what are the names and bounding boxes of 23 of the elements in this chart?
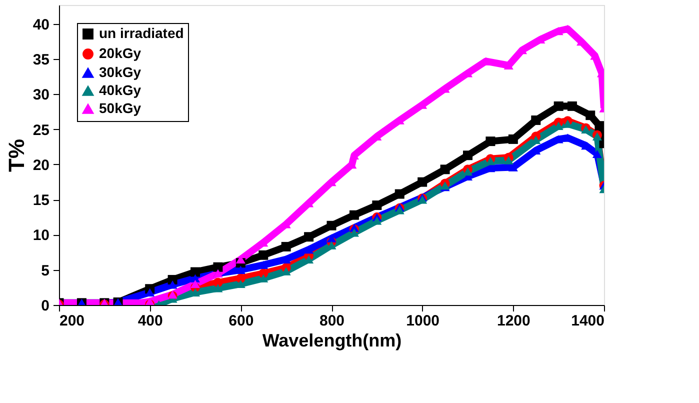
y-tick-label: 0 — [41, 298, 50, 314]
y-tick-label: 10 — [32, 227, 50, 244]
legend-label: 30kGy — [99, 64, 142, 80]
x-axis-title: Wavelength(nm) — [262, 330, 402, 350]
x-tick-label: 1000 — [406, 312, 440, 330]
y-tick-label: 30 — [32, 86, 50, 104]
x-tick-label: 400 — [138, 312, 163, 330]
y-tick-label: 5 — [41, 262, 50, 280]
x-tick-label: 600 — [228, 312, 254, 330]
x-tick-label: 1200 — [496, 312, 530, 330]
x-tick-label: 800 — [319, 312, 345, 330]
y-tick-label: 25 — [32, 122, 50, 139]
y-tick-label: 35 — [32, 52, 50, 69]
legend-label: un irradiated — [99, 25, 184, 41]
legend-label: 50kGy — [99, 100, 142, 116]
y-tick-label: 15 — [32, 192, 50, 210]
x-tick-label: 200 — [60, 312, 85, 330]
y-tick-label: 20 — [32, 156, 50, 174]
x-tick-label: 1400 — [571, 312, 604, 330]
y-tick-label: 40 — [32, 16, 50, 34]
legend-label: 40kGy — [99, 82, 142, 98]
legend-label: 20kGy — [99, 45, 142, 61]
y-axis-title: T% — [4, 139, 29, 172]
